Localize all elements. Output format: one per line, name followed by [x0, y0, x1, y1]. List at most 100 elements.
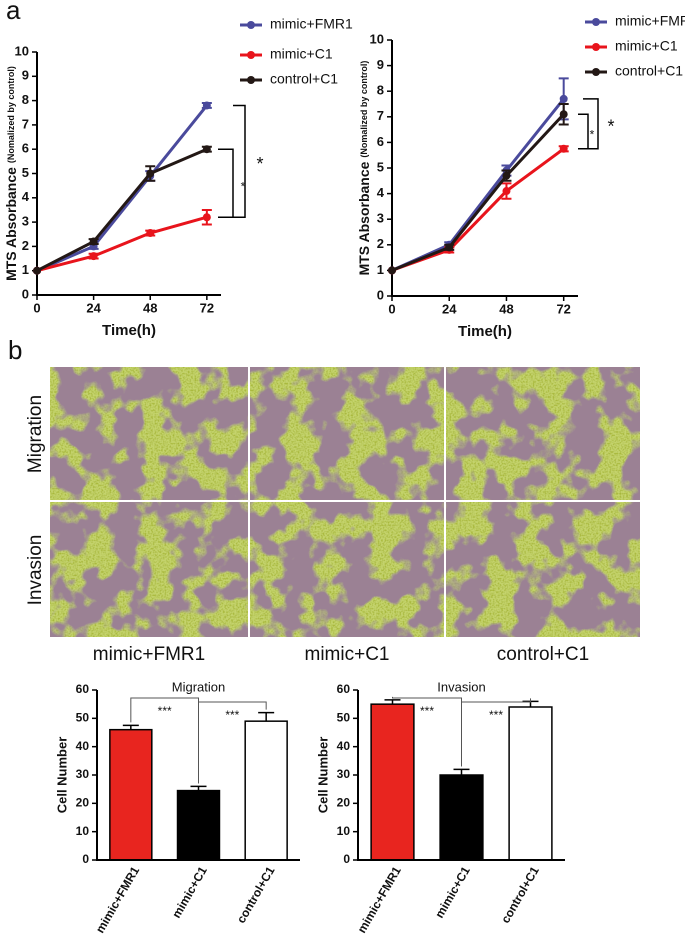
y-tick-label: 1 — [377, 262, 384, 277]
bar — [244, 720, 288, 861]
row-label: Invasion — [25, 535, 46, 606]
x-tick-label: mimic+FMR1 — [355, 864, 404, 936]
micrograph — [50, 367, 248, 500]
bar — [370, 703, 415, 861]
y-tick-label: 10 — [76, 824, 90, 838]
significance-bracket — [461, 698, 531, 767]
column-label: mimic+C1 — [305, 644, 390, 665]
axes — [96, 690, 300, 861]
y-tick-label: 30 — [337, 767, 351, 781]
significance-label: * — [241, 179, 246, 193]
data-point — [559, 110, 568, 119]
column-label: control+C1 — [497, 644, 589, 665]
series-line — [36, 215, 208, 273]
data-point — [445, 243, 454, 252]
x-tick-label: 48 — [499, 301, 513, 316]
y-axis-label-note: (Nomalized by control) — [6, 66, 16, 163]
y-tick-label: 60 — [337, 682, 351, 696]
x-tick-label: mimic+FMR1 — [93, 864, 142, 936]
y-tick-label: 8 — [377, 83, 384, 98]
y-tick-label: 9 — [22, 68, 29, 83]
panel-label: b — [8, 335, 22, 365]
error-bar — [384, 699, 401, 705]
error-bar — [122, 724, 139, 730]
y-tick-label: 2 — [377, 236, 384, 251]
y-axis-label-main: MTS Absorbance — [356, 161, 372, 275]
y-tick-label: 7 — [377, 108, 384, 123]
y-axis-label: Cell Number — [315, 737, 330, 814]
significance-label: *** — [489, 708, 503, 722]
y-tick-label: 6 — [377, 134, 384, 149]
y-tick-label: 0 — [343, 852, 350, 866]
data-point — [559, 94, 568, 103]
y-tick-label: 40 — [337, 739, 351, 753]
significance-label: * — [590, 128, 595, 142]
significance-bracket — [583, 98, 599, 150]
legend-marker — [247, 76, 255, 84]
x-tick-label: 24 — [442, 301, 457, 316]
bar — [439, 774, 484, 861]
y-tick-label: 3 — [22, 214, 29, 229]
y-tick-label: 0 — [22, 286, 29, 301]
micrograph — [250, 502, 444, 637]
data-point — [146, 169, 155, 178]
y-axis-label: MTS Absorbance (Nomalized by control) — [356, 61, 372, 276]
x-tick-label: 0 — [388, 301, 395, 316]
legend-marker — [247, 21, 255, 29]
y-tick-label: 30 — [76, 767, 90, 781]
y-tick-label: 50 — [76, 711, 90, 725]
series-line — [391, 97, 565, 272]
y-tick-label: 9 — [377, 57, 384, 72]
y-tick-label: 10 — [15, 43, 29, 58]
series-line — [391, 113, 565, 272]
data-point — [89, 252, 98, 261]
significance-label: * — [607, 117, 614, 137]
x-tick-label: control+C1 — [498, 864, 542, 926]
legend-label: control+C1 — [615, 63, 683, 79]
legend-marker — [592, 18, 600, 26]
y-tick-label: 60 — [76, 682, 90, 696]
y-tick-label: 4 — [377, 185, 385, 200]
data-point — [202, 213, 211, 222]
y-axis-label: MTS Absorbance (Nomalized by control) — [3, 66, 19, 281]
x-axis-label: Time(h) — [458, 323, 512, 340]
y-tick-label: 3 — [377, 211, 384, 226]
legend-marker — [592, 43, 600, 51]
error-bar — [190, 785, 207, 791]
micrograph — [250, 367, 444, 500]
y-tick-label: 0 — [82, 852, 89, 866]
y-axis-label: Cell Number — [54, 737, 69, 814]
x-tick-label: 72 — [556, 301, 570, 316]
data-point — [202, 145, 211, 154]
micrographs — [50, 367, 640, 637]
legend-label: control+C1 — [270, 71, 338, 87]
y-tick-label: 10 — [370, 31, 384, 46]
y-tick-label: 6 — [22, 141, 29, 156]
data-point — [388, 266, 396, 275]
y-tick-label: 7 — [22, 116, 29, 131]
series-line — [36, 104, 209, 273]
bar — [176, 789, 221, 861]
significance-label: *** — [420, 704, 434, 718]
y-axis-label-note: (Nomalized by control) — [359, 61, 369, 158]
bar — [508, 706, 553, 861]
bar — [109, 728, 153, 861]
x-tick-label: 0 — [33, 300, 40, 315]
micrograph — [446, 502, 640, 637]
series-line — [36, 147, 208, 273]
legend-label: mimic+FMR1 — [615, 13, 685, 29]
significance-label: * — [256, 154, 263, 174]
x-tick-label: mimic+C1 — [432, 864, 473, 921]
x-axis-label: Time(h) — [102, 322, 156, 339]
data-point — [202, 101, 211, 110]
panel-label: a — [6, 0, 21, 25]
legend-label: mimic+C1 — [615, 38, 678, 54]
x-tick-label: control+C1 — [234, 864, 278, 926]
y-tick-label: 20 — [76, 796, 90, 810]
axes — [391, 40, 578, 297]
y-tick-label: 20 — [337, 796, 351, 810]
x-tick-label: mimic+C1 — [169, 864, 210, 921]
error-bar — [258, 711, 275, 722]
axes — [357, 690, 565, 861]
